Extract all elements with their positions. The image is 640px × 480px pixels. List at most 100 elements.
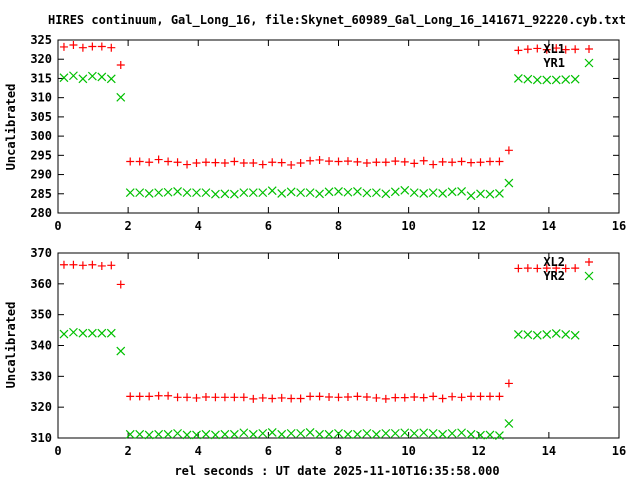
data-point-yr2 bbox=[495, 431, 504, 440]
data-point-xl1 bbox=[448, 158, 457, 167]
x-tick-label: 10 bbox=[401, 219, 415, 233]
data-point-xl2 bbox=[552, 264, 561, 273]
y-tick-label: 340 bbox=[30, 339, 52, 353]
data-point-xl1 bbox=[116, 60, 125, 69]
data-point-xl1 bbox=[69, 40, 78, 49]
data-point-yr2 bbox=[334, 428, 343, 438]
data-point-yr2 bbox=[163, 429, 173, 439]
data-point-xl2 bbox=[230, 393, 239, 402]
y-tick-label: 320 bbox=[30, 52, 52, 66]
data-point-yr2 bbox=[296, 428, 306, 438]
data-point-yr2 bbox=[353, 429, 362, 439]
data-point-xl1 bbox=[523, 45, 532, 54]
data-point-yr2 bbox=[59, 329, 69, 339]
data-point-yr1 bbox=[69, 71, 78, 81]
data-point-xl2 bbox=[277, 393, 286, 402]
data-point-yr2 bbox=[239, 428, 249, 438]
data-point-xl2 bbox=[495, 392, 504, 401]
data-point-xl2 bbox=[353, 392, 362, 401]
x-tick-label: 10 bbox=[401, 444, 415, 458]
data-point-xl1 bbox=[239, 159, 248, 168]
data-point-yr2 bbox=[229, 429, 239, 439]
data-point-yr1 bbox=[371, 188, 381, 198]
data-point-xl1 bbox=[429, 160, 438, 169]
data-point-yr1 bbox=[106, 74, 116, 84]
data-point-yr1 bbox=[173, 187, 182, 196]
data-point-xl2 bbox=[126, 392, 135, 401]
x-tick-label: 16 bbox=[612, 219, 626, 233]
y-tick-label: 295 bbox=[30, 148, 52, 162]
data-point-xl1 bbox=[88, 42, 97, 51]
data-point-yr1 bbox=[362, 188, 372, 198]
data-point-xl2 bbox=[419, 393, 428, 402]
data-point-yr2 bbox=[343, 429, 353, 439]
y-tick-label: 315 bbox=[30, 71, 52, 85]
data-point-xl2 bbox=[192, 393, 201, 402]
data-point-xl2 bbox=[201, 392, 210, 401]
data-point-xl2 bbox=[315, 392, 324, 401]
data-point-yr2 bbox=[324, 429, 334, 439]
data-point-yr1 bbox=[495, 188, 504, 198]
data-point-yr1 bbox=[485, 189, 495, 199]
data-point-yr1 bbox=[182, 188, 192, 198]
x-axis-label: rel seconds : UT date 2025-11-10T16:35:5… bbox=[174, 464, 499, 478]
data-point-yr2 bbox=[97, 328, 107, 338]
data-point-xl2 bbox=[429, 392, 438, 401]
data-point-xl1 bbox=[164, 157, 173, 166]
data-point-yr1 bbox=[428, 188, 438, 198]
data-point-xl1 bbox=[59, 42, 68, 51]
y-tick-label: 370 bbox=[30, 246, 52, 260]
data-point-yr1 bbox=[561, 75, 571, 85]
data-point-xl1 bbox=[334, 157, 343, 166]
data-point-yr2 bbox=[362, 428, 372, 438]
data-point-xl2 bbox=[183, 393, 192, 402]
data-point-yr2 bbox=[305, 428, 315, 437]
legend-marker bbox=[584, 58, 594, 68]
data-point-yr2 bbox=[438, 429, 448, 439]
data-point-yr1 bbox=[286, 187, 296, 197]
data-point-xl1 bbox=[514, 46, 523, 55]
data-point-yr1 bbox=[154, 188, 164, 198]
data-point-yr2 bbox=[78, 328, 88, 338]
data-point-yr2 bbox=[182, 430, 192, 440]
data-point-xl2 bbox=[362, 392, 371, 401]
data-point-yr1 bbox=[305, 188, 315, 198]
data-point-xl2 bbox=[135, 392, 144, 401]
data-point-xl2 bbox=[97, 261, 106, 270]
x-tick-label: 8 bbox=[335, 219, 342, 233]
data-point-yr1 bbox=[135, 188, 145, 198]
data-point-yr1 bbox=[542, 75, 552, 85]
data-point-yr1 bbox=[211, 189, 220, 199]
data-point-xl1 bbox=[476, 158, 485, 167]
x-tick-label: 4 bbox=[195, 444, 202, 458]
data-point-yr1 bbox=[97, 72, 107, 82]
data-point-yr1 bbox=[513, 74, 523, 83]
data-point-yr2 bbox=[409, 428, 419, 438]
data-point-xl2 bbox=[164, 391, 173, 400]
y-tick-label: 280 bbox=[30, 206, 52, 220]
data-point-yr2 bbox=[390, 428, 400, 438]
x-tick-label: 0 bbox=[54, 444, 61, 458]
data-point-yr2 bbox=[258, 428, 268, 438]
data-point-xl1 bbox=[145, 158, 154, 167]
data-point-xl1 bbox=[571, 45, 580, 54]
data-point-yr1 bbox=[381, 189, 391, 199]
data-point-yr2 bbox=[125, 429, 135, 439]
data-point-yr2 bbox=[192, 430, 201, 440]
data-point-xl2 bbox=[268, 394, 277, 403]
data-point-xl2 bbox=[59, 260, 68, 269]
data-point-xl1 bbox=[504, 146, 513, 155]
y-tick-label: 330 bbox=[30, 369, 52, 383]
x-tick-label: 14 bbox=[542, 444, 556, 458]
data-point-xl1 bbox=[391, 157, 400, 166]
data-point-yr1 bbox=[466, 191, 476, 201]
data-point-xl2 bbox=[533, 264, 542, 273]
data-point-yr2 bbox=[523, 330, 533, 340]
data-point-xl2 bbox=[523, 264, 532, 273]
data-point-xl2 bbox=[296, 394, 305, 403]
chart-title: HIRES continuum, Gal_Long_16, file:Skyne… bbox=[48, 13, 626, 28]
data-point-yr1 bbox=[504, 178, 514, 188]
data-point-yr1 bbox=[296, 188, 306, 198]
